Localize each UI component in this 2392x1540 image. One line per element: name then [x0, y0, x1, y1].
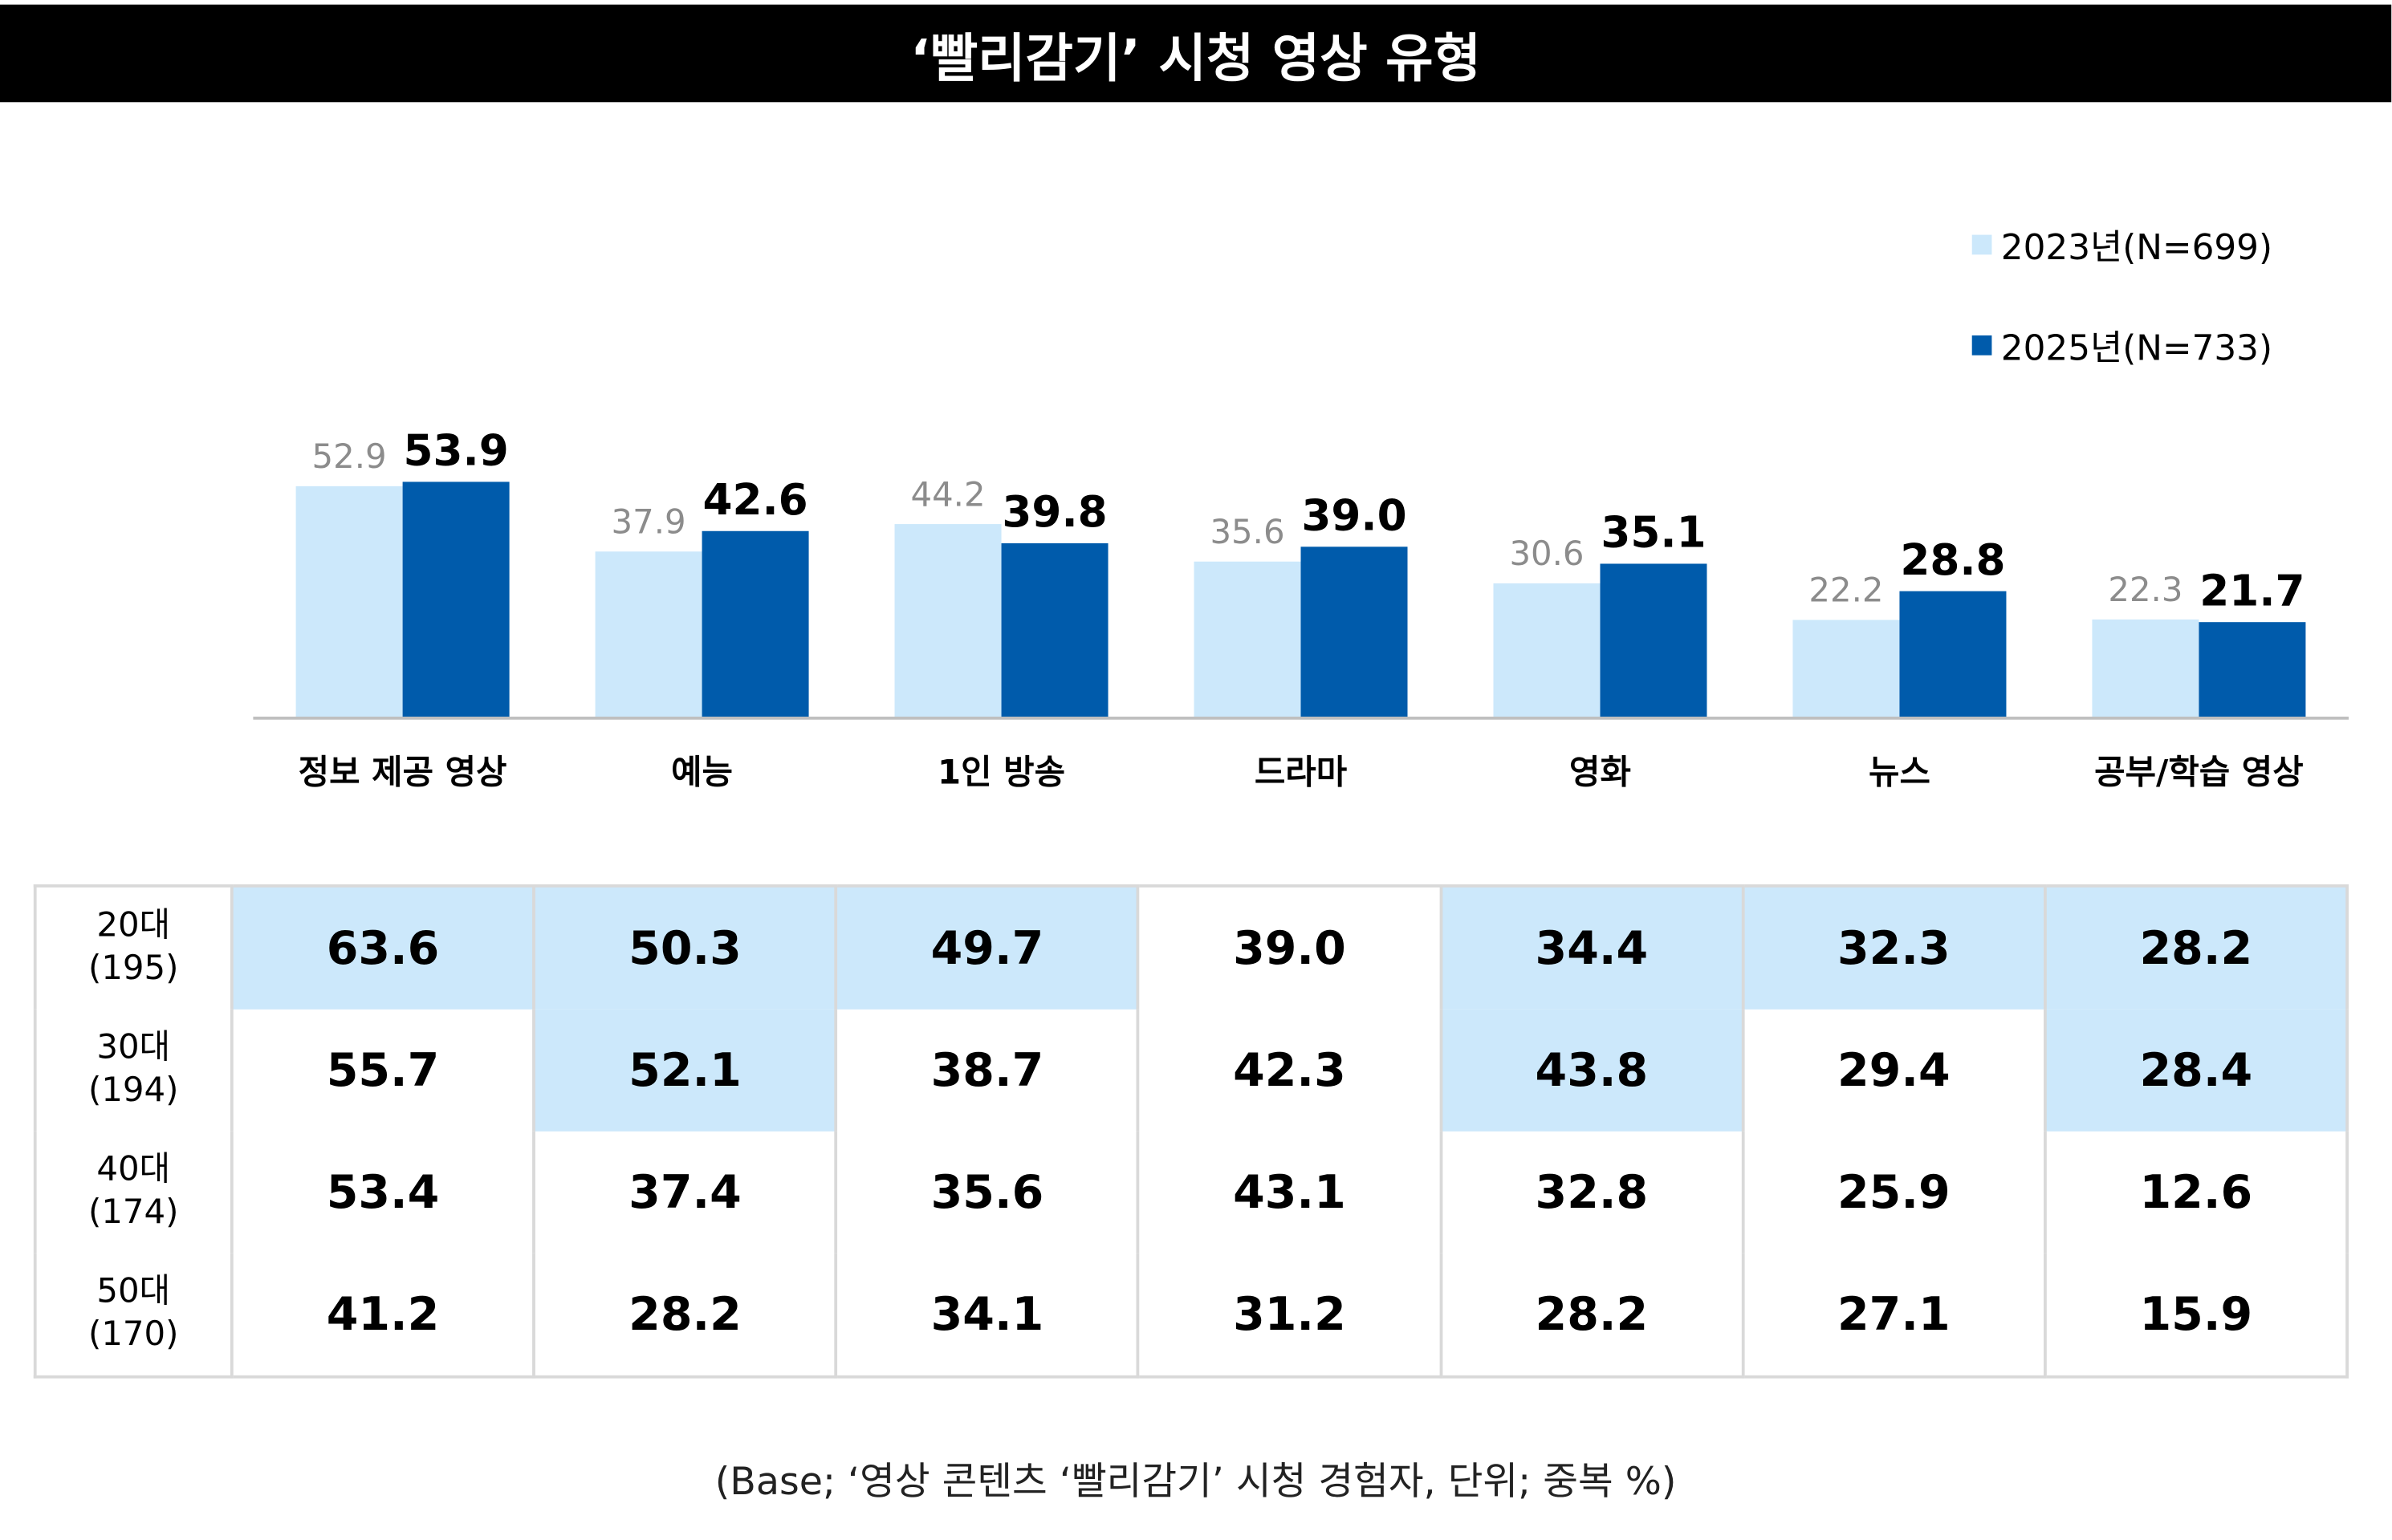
bar-2023	[894, 524, 1002, 717]
age-label: 20대	[96, 907, 171, 946]
chart-title: ‘빨리감기’ 시청 영상 유형	[0, 4, 2392, 103]
table-cell: 50.3	[532, 884, 838, 1010]
footer-note: (Base; ‘영상 콘텐츠 ‘빨리감기’ 시청 경험자, 단위; 중복 %)	[714, 1459, 1677, 1504]
table-row: 20대 (195) 63.6 50.3 49.7 39.0 34.4 32.3 28.2	[33, 884, 2349, 1010]
bar-2025	[402, 482, 510, 717]
category-label: 정보 제공 영상	[299, 753, 507, 792]
sample-size: (170)	[88, 1315, 179, 1355]
table-cell: 53.4	[230, 1131, 536, 1254]
table-cell: 55.7	[230, 1009, 536, 1132]
table-cell: 27.1	[1741, 1253, 2047, 1379]
table-cell: 28.2	[1438, 1253, 1745, 1379]
bar-2025	[1899, 591, 2007, 717]
table-cell: 38.7	[834, 1009, 1141, 1132]
sample-size: (194)	[88, 1071, 179, 1111]
bar-2025	[702, 530, 809, 717]
table-cell: 49.7	[834, 884, 1141, 1010]
table-cell: 42.3	[1137, 1009, 1442, 1132]
sample-size: (174)	[88, 1193, 179, 1233]
bar-2023	[595, 551, 702, 717]
table-cell: 34.4	[1438, 884, 1745, 1010]
table-cell: 28.2	[532, 1253, 838, 1379]
table-row: 40대 (174) 53.4 37.4 35.6 43.1 32.8 25.9 12.6	[33, 1131, 2349, 1254]
data-label-2025: 42.6	[702, 475, 808, 525]
table-cell: 25.9	[1741, 1131, 2047, 1254]
table-cell: 29.4	[1741, 1009, 2047, 1132]
category-label: 공부/학습 영상	[2094, 753, 2304, 792]
data-label-2023: 35.6	[1210, 512, 1284, 551]
table-cell: 28.2	[2043, 884, 2349, 1010]
data-label-2023: 44.2	[911, 474, 986, 514]
table-cell: 15.9	[2043, 1253, 2349, 1379]
bar-2023	[1493, 583, 1601, 717]
data-label-2025: 39.8	[1002, 487, 1107, 537]
data-label-2025: 21.7	[2199, 566, 2305, 616]
category-label: 1인 방송	[938, 753, 1065, 792]
sample-size: (195)	[88, 949, 179, 989]
table-cell: 34.1	[834, 1253, 1141, 1379]
table-cell: 31.2	[1137, 1253, 1442, 1379]
data-label-2023: 22.3	[2108, 570, 2182, 609]
row-header: 50대 (170)	[33, 1253, 234, 1379]
row-header: 40대 (174)	[33, 1131, 234, 1254]
bar-2025	[1001, 542, 1109, 717]
table-cell: 12.6	[2043, 1131, 2349, 1254]
age-table: 20대 (195) 63.6 50.3 49.7 39.0 34.4 32.3 28.2 30대(…	[33, 884, 2349, 1379]
table-cell: 41.2	[230, 1253, 536, 1379]
data-label-2025: 28.8	[1900, 535, 2005, 585]
age-label: 30대	[96, 1029, 171, 1068]
table-cell: 52.1	[532, 1009, 838, 1132]
legend-label-2023: 2023년(N=699)	[2000, 229, 2273, 269]
data-label-2025: 53.9	[403, 426, 508, 476]
data-label-2023: 30.6	[1509, 534, 1584, 573]
bar-chart: 52.9 53.9 정보 제공 영상 37.9 42.6 예능 44.2 39.8 1인 방송 3…	[253, 426, 2349, 792]
category-label: 드라마	[1255, 753, 1347, 792]
age-label: 40대	[96, 1151, 171, 1190]
legend-label-2025: 2025년(N=733)	[2000, 329, 2273, 369]
bar-2025	[1600, 563, 1707, 717]
table-row: 50대 (170) 41.2 28.2 34.1 31.2 28.2 27.1 15.9	[33, 1253, 2349, 1379]
table-cell: 32.3	[1741, 884, 2047, 1010]
category-label: 예능	[671, 753, 733, 792]
table-cell: 39.0	[1137, 884, 1442, 1010]
legend-item-2025: 2025년(N=733)	[1971, 319, 2273, 371]
bar-2025	[2199, 622, 2306, 717]
table-row: 30대 (194) 55.7 52.1 38.7 42.3 43.8 29.4 28.4	[33, 1009, 2349, 1132]
table-cell: 32.8	[1438, 1131, 1745, 1254]
bar-2023	[1194, 561, 1301, 717]
table-cell: 37.4	[532, 1131, 838, 1254]
row-header: 20대 (195)	[33, 884, 234, 1010]
data-label-2023: 37.9	[612, 502, 686, 541]
bar-2023	[295, 486, 403, 717]
category-label: 뉴스	[1869, 753, 1930, 792]
table-cell: 35.6	[834, 1131, 1141, 1254]
bar-2023	[2092, 619, 2199, 717]
data-label-2023: 22.2	[1808, 571, 1883, 610]
legend-swatch-2023	[1971, 234, 1992, 254]
table-cell: 28.4	[2043, 1009, 2349, 1132]
table-cell: 63.6	[230, 884, 536, 1010]
legend-item-2023: 2023년(N=699)	[1971, 218, 2273, 270]
data-label-2025: 39.0	[1301, 490, 1406, 540]
table-cell: 43.1	[1137, 1131, 1442, 1254]
data-label-2025: 35.1	[1601, 508, 1706, 558]
category-label: 영화	[1569, 753, 1631, 792]
data-label-2023: 52.9	[312, 437, 387, 476]
age-label: 50대	[96, 1273, 171, 1312]
table-cell: 43.8	[1438, 1009, 1745, 1132]
row-header: 30대 (194)	[33, 1009, 234, 1132]
bar-2025	[1300, 547, 1408, 717]
legend-swatch-2025	[1971, 335, 1992, 355]
bar-2023	[1792, 620, 1900, 717]
